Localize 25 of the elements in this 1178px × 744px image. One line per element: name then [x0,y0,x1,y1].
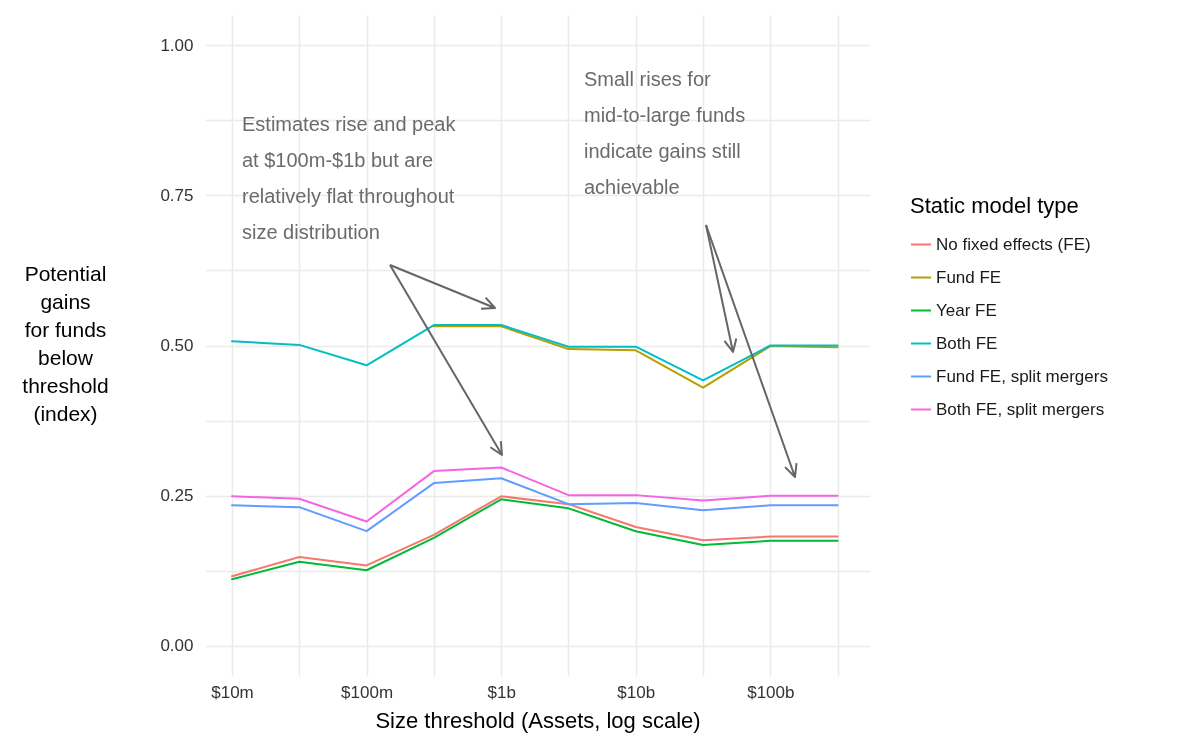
annotation: Small rises for mid-to-large funds indicate gains still achievable [584,68,746,198]
legend-title: Static model type [910,192,1079,218]
x-tick-label: $10m [211,682,254,702]
x-axis-title: Size threshold (Assets, log scale) [375,707,701,733]
x-tick-label: $1b [487,682,516,702]
x-tick-label: $10b [617,682,656,702]
line-series [432,325,839,389]
legend-label: Fund FE [936,267,1002,287]
y-axis-title: Potential gains for funds below threshold (index) [22,261,109,425]
y-tick-label: 1.00 [160,35,194,55]
legend-label: Both FE, split mergers [936,399,1105,419]
y-tick-label: 0.00 [160,636,194,656]
y-tick-label: 0.50 [160,336,194,355]
annotation: Estimates rise and peak at $100m-$1b but are relatively flat throughout size distribution [242,113,457,243]
legend-label: Year FE [936,300,997,320]
x-tick-label: $100b [747,682,795,702]
legend-label: No fixed effects (FE) [936,234,1091,254]
y-tick-label: 0.75 [160,185,194,205]
line-series [231,477,839,533]
y-tick-label: 0.25 [160,486,194,506]
line-series [231,324,839,382]
legend-label: Both FE [936,333,998,353]
legend-label: Fund FE, split mergers [936,366,1108,386]
x-tick-label: $100m [341,682,394,702]
line-series [231,466,839,523]
